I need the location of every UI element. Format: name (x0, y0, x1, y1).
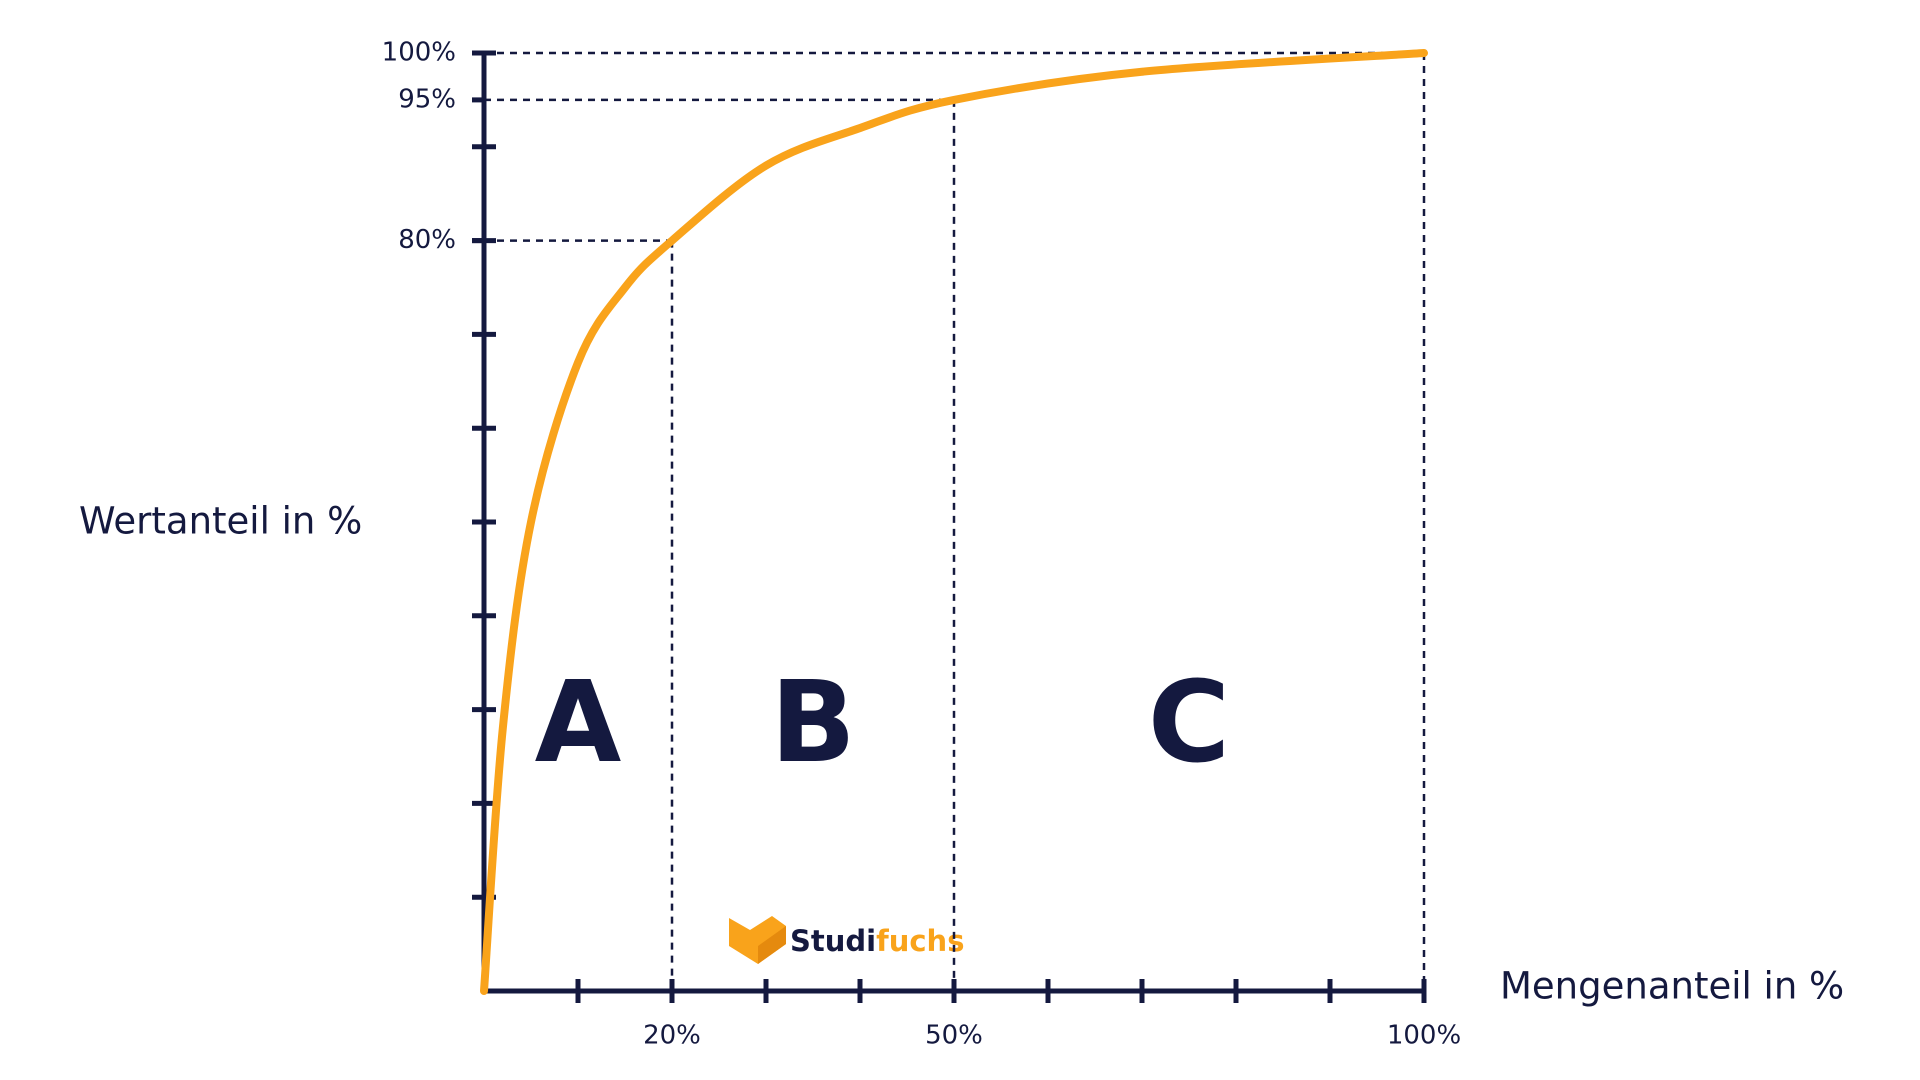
logo-shade (758, 926, 786, 964)
x-tick-label: 20% (643, 1021, 701, 1051)
y-tick-label: 100% (382, 38, 456, 68)
x-tick-label: 50% (925, 1021, 983, 1051)
logo: Studifuchs (729, 916, 964, 964)
x-axis-label: Mengenanteil in % (1500, 965, 1844, 1008)
region-label: B (770, 658, 855, 788)
y-tick-label: 95% (398, 84, 456, 114)
curve (480, 49, 1428, 995)
logo-part: Studi (790, 924, 876, 958)
region-label: C (1148, 658, 1230, 788)
logo-text: Studifuchs (790, 924, 964, 958)
y-tick-label: 80% (398, 225, 456, 255)
x-tick-label: 100% (1387, 1021, 1461, 1051)
y-axis-label: Wertanteil in % (79, 500, 362, 543)
logo-part: fuchs (876, 924, 964, 958)
region-label: A (535, 658, 622, 788)
